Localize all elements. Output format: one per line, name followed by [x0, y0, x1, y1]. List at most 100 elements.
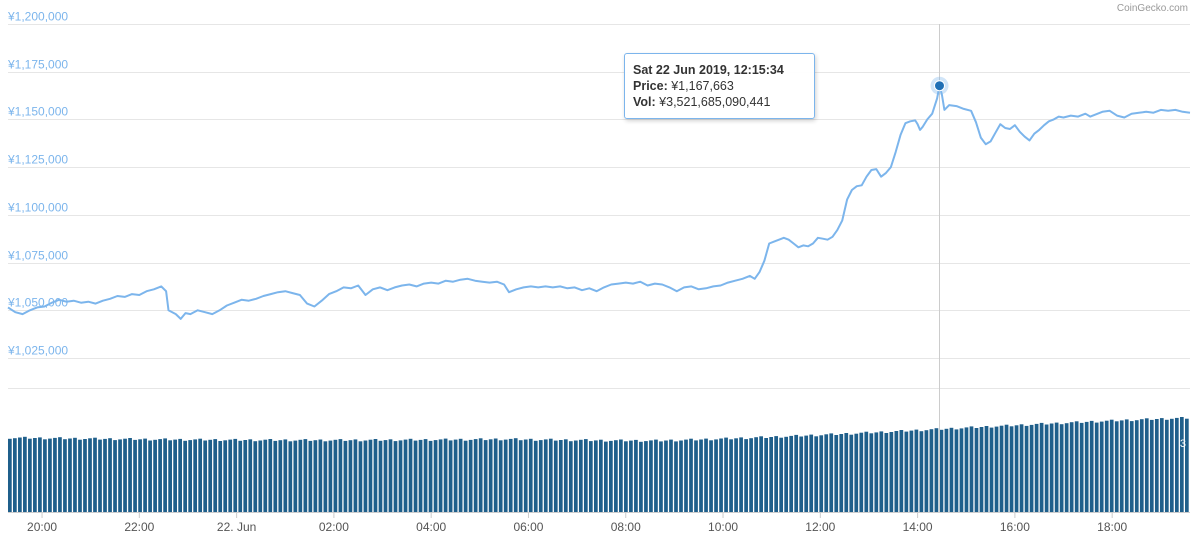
- volume-bar: [393, 441, 398, 512]
- volume-bar: [979, 427, 984, 512]
- volume-bar: [829, 433, 834, 512]
- volume-bar: [604, 441, 608, 512]
- volume-bar: [183, 440, 188, 512]
- x-tick-label: 22:00: [124, 520, 154, 534]
- volume-bar: [769, 437, 773, 512]
- x-tick-label: 06:00: [513, 520, 543, 534]
- volume-bar: [153, 439, 157, 512]
- volume-bar: [909, 430, 914, 512]
- volume-bar: [373, 439, 378, 512]
- volume-bar: [754, 437, 758, 512]
- volume-bar: [88, 438, 92, 512]
- highlight-point[interactable]: [934, 80, 945, 92]
- volume-bar: [684, 439, 688, 512]
- volume-bar: [73, 437, 77, 512]
- tooltip-volume: Vol: ¥3,521,685,090,441: [633, 95, 771, 109]
- volume-bar: [43, 439, 47, 512]
- volume-bar: [238, 440, 243, 512]
- y-tick-label: ¥1,200,000: [7, 10, 68, 24]
- volume-bar: [343, 440, 348, 512]
- volume-bar: [1129, 421, 1134, 512]
- volume-bar: [1014, 425, 1019, 512]
- volume-bar: [558, 440, 563, 512]
- volume-bar: [548, 438, 553, 512]
- volume-bar: [358, 441, 363, 512]
- volume-bar: [318, 439, 323, 512]
- x-tick-label: 12:00: [805, 520, 835, 534]
- volume-bar: [313, 440, 318, 512]
- volume-bar: [1124, 419, 1129, 512]
- volume-bar: [694, 440, 698, 512]
- volume-bar: [804, 435, 809, 512]
- volume-bar: [1084, 421, 1089, 512]
- volume-bar: [533, 440, 538, 512]
- volume-bar: [954, 429, 959, 512]
- x-tick-label: 10:00: [708, 520, 738, 534]
- volume-bar: [874, 432, 879, 512]
- volume-bar: [854, 433, 859, 512]
- volume-bar: [614, 440, 618, 512]
- volume-bar: [1009, 426, 1014, 512]
- volume-bar: [218, 441, 223, 512]
- volume-bar: [764, 438, 768, 512]
- volume-bar: [308, 440, 313, 512]
- volume-bar: [794, 434, 799, 512]
- volume-bar: [729, 439, 733, 512]
- volume-bar: [253, 441, 258, 512]
- volume-bar: [1134, 420, 1139, 512]
- volume-bar: [679, 440, 683, 512]
- volume-bar: [654, 439, 658, 512]
- volume-bar: [463, 440, 468, 512]
- volume-bar: [208, 439, 213, 512]
- chart-credit[interactable]: CoinGecko.com: [1117, 3, 1188, 14]
- volume-bar: [188, 440, 193, 512]
- volume-bar: [248, 439, 253, 512]
- volume-bar: [293, 440, 298, 512]
- y-tick-label: ¥1,175,000: [7, 58, 68, 72]
- volume-bar: [789, 435, 794, 512]
- volume-bar: [178, 438, 182, 512]
- volume-bar: [28, 438, 32, 512]
- volume-bar: [619, 439, 623, 512]
- volume-bar: [453, 439, 458, 512]
- volume-bar: [408, 438, 413, 512]
- volume-bar: [999, 425, 1004, 512]
- x-axis-ticks: 20:00 22:00 22. Jun 02:00 04:00 06:00 08:00 10:…: [27, 512, 1128, 534]
- volume-axis-label: 3: [1180, 438, 1186, 450]
- y-tick-label: ¥1,050,000: [7, 296, 68, 310]
- tooltip: Sat 22 Jun 2019, 12:15:34 Price: ¥1,167,…: [624, 53, 815, 119]
- volume-bar: [368, 439, 373, 512]
- price-series-line: [7, 84, 1191, 320]
- volume-bar: [48, 438, 52, 512]
- volume-bar: [849, 434, 854, 512]
- volume-bar: [699, 439, 703, 512]
- volume-bar: [38, 437, 42, 512]
- volume-bar: [964, 427, 969, 512]
- volume-bar: [864, 431, 869, 512]
- volume-bar: [894, 431, 899, 512]
- y-tick-label: ¥1,075,000: [7, 249, 68, 263]
- volume-bar: [1159, 418, 1164, 512]
- volume-bar: [1074, 421, 1079, 512]
- volume-bar: [1059, 424, 1064, 512]
- volume-bar: [378, 440, 383, 512]
- volume-bar: [919, 431, 924, 512]
- volume-bar: [924, 430, 929, 512]
- volume-bar: [273, 440, 278, 512]
- volume-bar: [649, 440, 653, 512]
- volume-bar: [93, 437, 97, 512]
- volume-bar: [333, 439, 338, 512]
- volume-bar: [8, 438, 12, 512]
- volume-bar: [659, 441, 663, 512]
- volume-bar: [323, 441, 328, 512]
- volume-bar: [363, 440, 368, 512]
- volume-bars: [8, 417, 1189, 512]
- volume-bar: [834, 435, 839, 512]
- volume-bar: [578, 439, 583, 512]
- y-axis-ticks: ¥1,025,000 ¥1,050,000 ¥1,075,000 ¥1,100,000…: [7, 10, 68, 358]
- volume-bar: [904, 431, 909, 512]
- volume-bar: [403, 439, 408, 512]
- volume-bar: [288, 441, 293, 512]
- volume-bar: [138, 439, 142, 512]
- volume-bar: [744, 439, 748, 512]
